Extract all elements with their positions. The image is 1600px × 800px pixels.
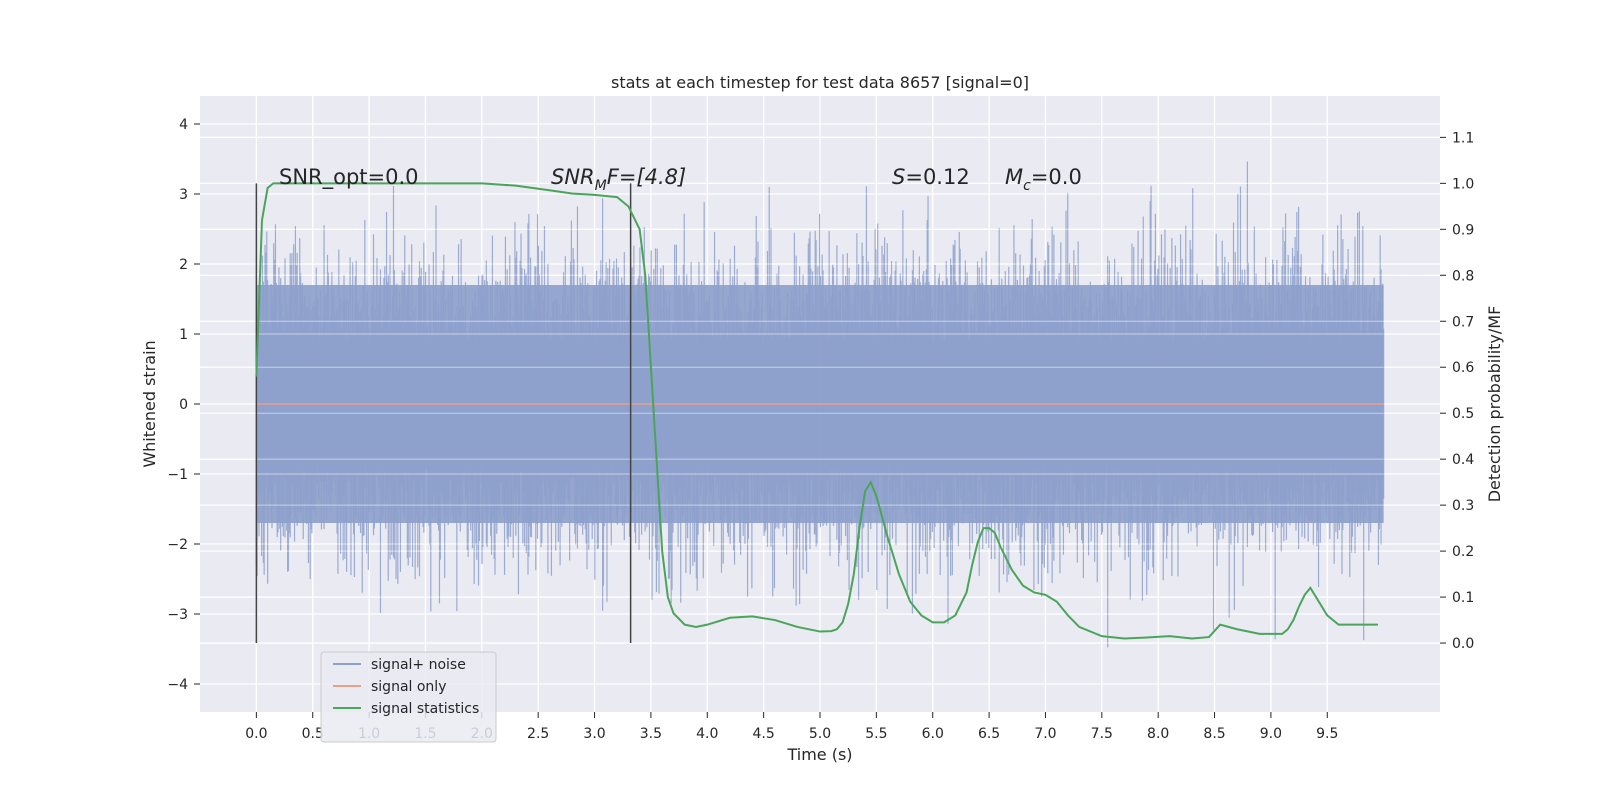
- x-tick-label: 9.5: [1316, 726, 1338, 742]
- y2-axis-label: Detection probability/MF: [1485, 306, 1504, 503]
- y-tick-label: 1: [179, 327, 188, 343]
- y2-tick-label: 0.1: [1452, 590, 1474, 606]
- y2-tick-label: 0.9: [1452, 222, 1474, 238]
- x-tick-label: 3.0: [583, 726, 605, 742]
- legend: signal+ noise signal only signal statist…: [320, 651, 497, 743]
- y-axis-label: Whitened strain: [140, 340, 159, 467]
- y2-tick-label: 1.0: [1452, 176, 1474, 192]
- annotation-snr-mf: SNRMF=[4.8]: [551, 165, 686, 194]
- x-tick-label: 7.5: [1091, 726, 1113, 742]
- annotation-snr-opt: SNR_opt=0.0: [279, 165, 419, 190]
- x-tick-label: 5.0: [809, 726, 831, 742]
- annotation-s-value: =0.12: [905, 165, 969, 189]
- x-tick-label: 8.0: [1147, 726, 1169, 742]
- y-tick-label: 0: [179, 397, 188, 413]
- vertical-markers: [255, 183, 632, 644]
- legend-label-signal-statistics: signal statistics: [371, 701, 479, 717]
- annotation-mc-sub: c: [1023, 178, 1031, 194]
- y2-axis-ticks: 1.1 1.0 0.9 0.8 0.7 0.6 0.5 0.4 0.3 0.2 0.1 0.0: [1440, 130, 1474, 652]
- y2-tick-label: 0.4: [1452, 452, 1474, 468]
- y2-tick-label: 0.2: [1452, 544, 1474, 560]
- y-tick-label: −4: [167, 677, 188, 693]
- x-tick-label: 0.5: [302, 726, 324, 742]
- annotation-snr-mf-main: SNR: [551, 165, 595, 189]
- x-tick-label: 4.5: [753, 726, 775, 742]
- x-tick-label: 6.5: [978, 726, 1000, 742]
- y-tick-label: 4: [179, 117, 188, 133]
- annotation-mc-value: =0.0: [1031, 165, 1082, 189]
- annotation-snr-mf-rest: F=[4.8]: [607, 165, 686, 189]
- y-tick-label: −2: [167, 537, 188, 553]
- annotation-s: S=0.12: [892, 165, 970, 189]
- x-tick-label: 0.0: [245, 726, 267, 742]
- y2-tick-label: 0.8: [1452, 268, 1474, 284]
- annotation-snr-mf-sub: M: [595, 178, 607, 194]
- annotation-mc-italic: M: [1005, 165, 1023, 189]
- annotation-s-italic: S: [892, 165, 905, 189]
- legend-label-signal-noise: signal+ noise: [371, 657, 466, 673]
- y-tick-label: −1: [167, 467, 188, 483]
- signal-statistics-line: [255, 182, 1378, 640]
- x-tick-label: 9.0: [1260, 726, 1282, 742]
- y2-tick-label: 0.5: [1452, 406, 1474, 422]
- y2-tick-label: 0.0: [1452, 636, 1474, 652]
- x-tick-label: 6.0: [922, 726, 944, 742]
- x-tick-label: 2.5: [527, 726, 549, 742]
- y-tick-label: −3: [167, 607, 188, 623]
- x-tick-label: 3.5: [640, 726, 662, 742]
- y-tick-label: 2: [179, 257, 188, 273]
- y-tick-label: 3: [179, 187, 188, 203]
- chart-title: stats at each timestep for test data 865…: [611, 73, 1029, 92]
- y2-tick-label: 0.3: [1452, 498, 1474, 514]
- y2-tick-label: 0.6: [1452, 360, 1474, 376]
- x-tick-label: 5.5: [865, 726, 887, 742]
- x-tick-label: 7.0: [1034, 726, 1056, 742]
- x-tick-label: 8.5: [1203, 726, 1225, 742]
- legend-label-signal-only: signal only: [371, 679, 446, 695]
- x-axis-label: Time (s): [786, 745, 852, 764]
- x-tick-label: 4.0: [696, 726, 718, 742]
- annotation-mc: Mc=0.0: [1005, 165, 1082, 194]
- y-axis-ticks: 4 3 2 1 0 −1 −2 −3 −4: [167, 117, 200, 693]
- y2-tick-label: 1.1: [1452, 130, 1474, 146]
- legend-frame: [320, 651, 497, 743]
- y2-tick-label: 0.7: [1452, 314, 1474, 330]
